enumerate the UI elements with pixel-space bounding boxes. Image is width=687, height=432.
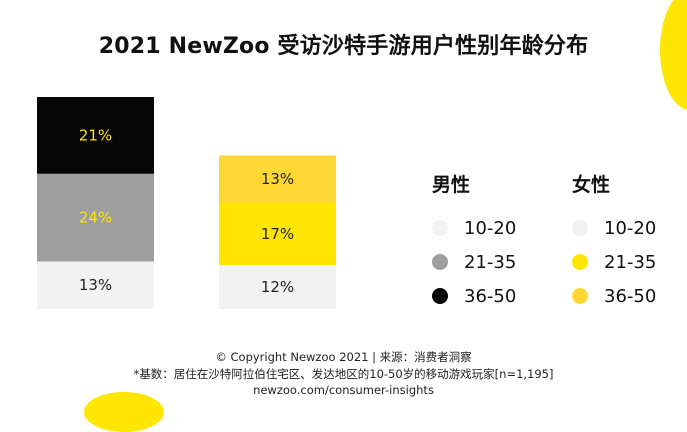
legend-item: 36-50 [432,279,516,313]
legend-label: 10-20 [604,217,657,239]
legend-swatch [432,220,448,236]
legend-item: 21-35 [432,245,516,279]
legend-male: 男性 10-20 21-35 36-50 [432,170,516,313]
legend-item: 10-20 [432,211,516,245]
legend-female: 女性 10-20 21-35 36-50 [572,170,656,313]
bar-segment [219,155,336,204]
bar-segment [37,97,154,174]
bar-segment [219,203,336,266]
bar-segment [219,265,336,309]
legend-swatch [572,254,588,270]
stacked-bar-chart: 13% 24% 21% 12% 17% 13% [37,97,336,309]
legend-label: 10-20 [464,217,517,239]
legend-swatch [572,288,588,304]
footer-copyright: © Copyright Newzoo 2021 | 来源：消费者洞察 [215,350,472,364]
legend-item: 36-50 [572,279,656,313]
data-label: 13% [79,276,112,294]
legend-swatch [432,288,448,304]
chart-title: 2021 NewZoo 受访沙特手游用户性别年龄分布 [98,34,589,59]
bar-segment [37,261,154,309]
legend-label: 21-35 [604,251,657,273]
footer-note: *基数：居住在沙特阿拉伯住宅区、发达地区的10-50岁的移动游戏玩家[n=1,1… [133,367,554,381]
data-label: 21% [79,126,112,144]
legend-swatch [432,254,448,270]
legend-label: 21-35 [464,251,517,273]
data-label: 24% [79,209,112,227]
legend-swatch [572,220,588,236]
bar-segment [37,173,154,262]
legend-label: 36-50 [604,285,657,307]
legend-item: 21-35 [572,245,656,279]
legend-male-heading: 男性 [432,174,471,196]
legend-female-heading: 女性 [572,174,611,196]
data-label: 12% [261,278,294,296]
footer-url: newzoo.com/consumer-insights [253,383,434,397]
data-label: 17% [261,225,294,243]
legend-item: 10-20 [572,211,656,245]
data-label: 13% [261,170,294,188]
legend-label: 36-50 [464,285,517,307]
